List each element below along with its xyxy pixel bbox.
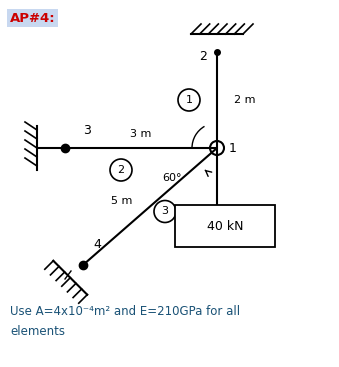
Text: 3 m: 3 m — [130, 129, 152, 139]
Text: 3: 3 — [161, 207, 168, 217]
Text: 40 kN: 40 kN — [207, 219, 243, 233]
Text: 1: 1 — [185, 95, 193, 105]
Text: 1: 1 — [229, 142, 237, 155]
Text: 4: 4 — [93, 239, 101, 251]
Text: elements: elements — [10, 325, 65, 338]
Text: 2: 2 — [117, 165, 124, 175]
Text: AP#4:: AP#4: — [10, 11, 56, 25]
Text: 60°: 60° — [162, 173, 182, 183]
Text: 5 m: 5 m — [111, 196, 133, 206]
Text: Use A=4x10⁻⁴m² and E=210GPa for all: Use A=4x10⁻⁴m² and E=210GPa for all — [10, 305, 240, 318]
FancyBboxPatch shape — [175, 205, 275, 247]
Text: 3: 3 — [83, 124, 91, 137]
Text: 2 m: 2 m — [234, 95, 256, 105]
Text: 2: 2 — [199, 50, 207, 62]
